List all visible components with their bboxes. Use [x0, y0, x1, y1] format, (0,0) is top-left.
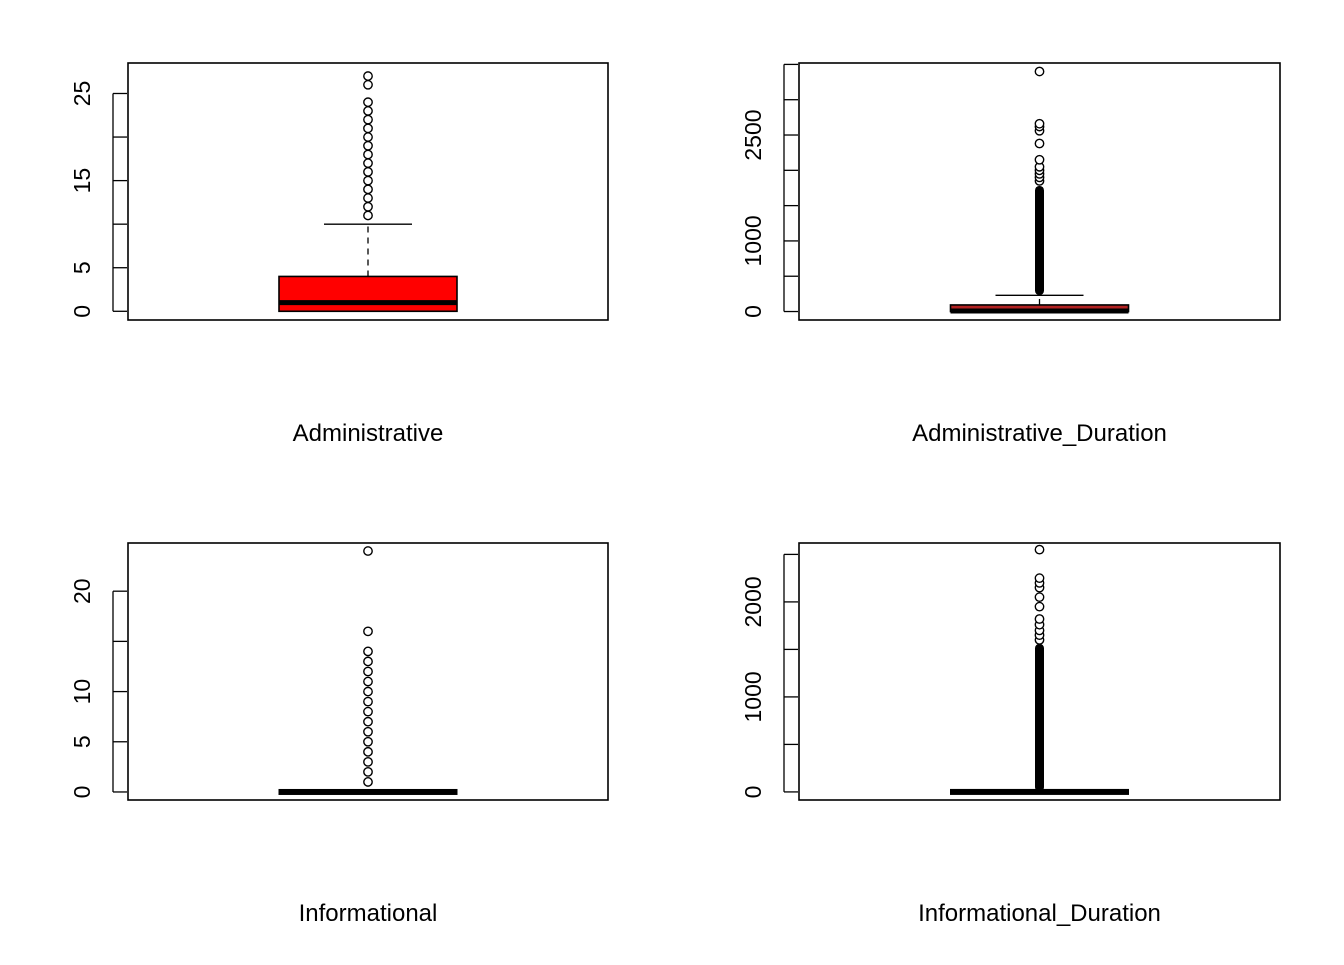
outlier-point	[363, 71, 373, 81]
outlier-point	[1034, 138, 1045, 149]
x-axis-label: Informational_Duration	[918, 900, 1161, 927]
outlier-point	[363, 666, 373, 677]
plot-frame	[798, 542, 1281, 801]
outlier-point	[363, 193, 373, 203]
outlier-point	[363, 646, 373, 657]
outlier-point	[363, 79, 373, 90]
outlier-point	[1034, 614, 1045, 624]
outlier-point	[363, 777, 373, 787]
plot-frame	[798, 62, 1281, 321]
outlier-point	[363, 158, 373, 169]
box-iqr-collapsed	[278, 788, 458, 795]
boxplot-panel-2: 0 1000 2500 Administrative_Duration	[740, 62, 1281, 447]
y-tick-label: 25	[69, 81, 95, 107]
outlier-point	[363, 123, 373, 134]
outlier-point	[363, 201, 373, 212]
outlier-point	[1034, 592, 1045, 603]
outlier-point	[363, 132, 373, 142]
outlier-point	[363, 736, 373, 747]
boxplot-panel-1: 0 5 15 25 Administrative	[69, 62, 609, 447]
y-tick-label: 20	[69, 578, 95, 604]
outlier-point	[363, 140, 373, 151]
outlier-point	[363, 97, 373, 108]
y-tick-label: 0	[69, 305, 95, 318]
outlier-point	[363, 706, 373, 717]
y-tick-label: 5	[69, 261, 95, 274]
y-tick-label: 0	[69, 786, 95, 799]
boxplot-panel-4: 0 1000 2000 Informational_Duration	[740, 542, 1281, 927]
dense-outliers	[1035, 185, 1044, 296]
outlier-point	[363, 114, 373, 125]
outlier-point	[363, 696, 373, 707]
outlier-point	[363, 184, 373, 195]
y-tick-label: 2500	[740, 109, 766, 160]
boxplot-panel-3: 0 5 10 20 Informational	[69, 542, 609, 927]
outlier-point	[1034, 544, 1045, 555]
box-iqr-collapsed	[950, 788, 1129, 795]
box-iqr	[278, 275, 458, 313]
outlier-point	[1034, 118, 1045, 129]
x-axis-label: Administrative_Duration	[912, 420, 1167, 447]
y-tick-label: 5	[69, 735, 95, 748]
y-tick-label: 15	[69, 168, 95, 194]
outlier-point	[363, 149, 373, 160]
outlier-point	[363, 726, 373, 737]
x-axis-label: Informational	[299, 900, 438, 927]
y-tick-label: 0	[740, 786, 766, 799]
outlier-point	[363, 626, 373, 637]
plot-frame	[127, 542, 609, 801]
outlier-point	[363, 716, 373, 727]
outlier-point	[1034, 573, 1045, 584]
outlier-point	[363, 175, 373, 186]
y-tick-label: 0	[740, 305, 766, 318]
outlier-point	[363, 756, 373, 767]
y-tick-label: 1000	[740, 215, 766, 266]
outlier-point	[363, 686, 373, 697]
plot-frame	[127, 62, 609, 321]
x-axis-label: Administrative	[293, 420, 444, 447]
outlier-point	[1034, 154, 1045, 165]
y-tick-label: 2000	[740, 576, 766, 627]
y-tick-label: 1000	[740, 671, 766, 722]
outlier-point	[363, 166, 373, 177]
y-tick-label: 10	[69, 679, 95, 705]
outlier-point	[1034, 601, 1045, 612]
outlier-point	[363, 210, 373, 221]
outlier-point	[363, 746, 373, 757]
outlier-point	[363, 546, 373, 556]
outlier-point	[1034, 66, 1045, 77]
outlier-point	[363, 676, 373, 687]
outlier-point	[363, 766, 373, 777]
outlier-point	[363, 106, 373, 116]
dense-outliers	[1035, 643, 1044, 792]
outlier-point	[363, 656, 373, 667]
